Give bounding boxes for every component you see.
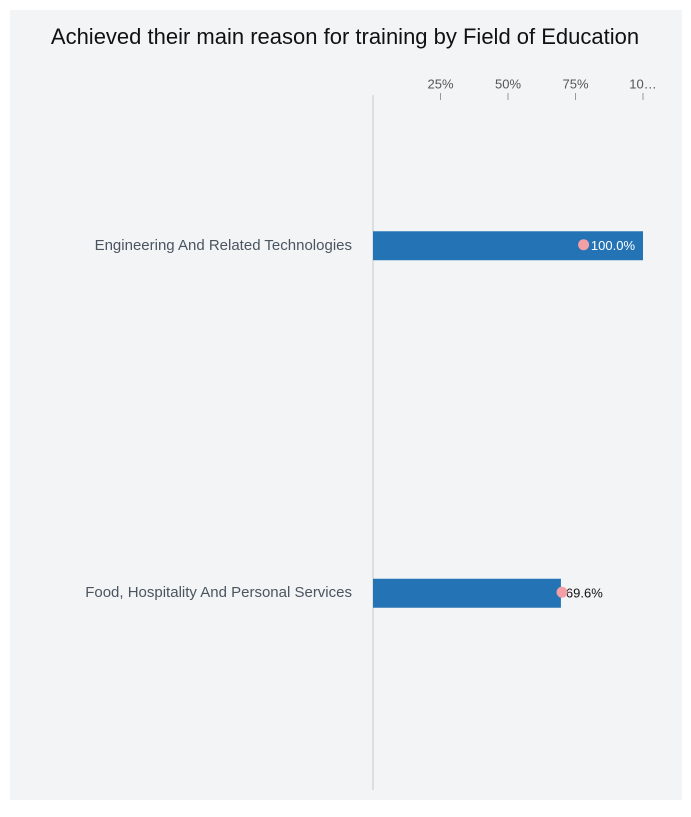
x-tick-label: 10… xyxy=(629,76,656,91)
x-tick-label: 75% xyxy=(562,76,588,91)
value-label: 100.0% xyxy=(591,238,636,253)
marker xyxy=(556,586,568,598)
category-label: Food, Hospitality And Personal Services xyxy=(85,584,352,602)
bar xyxy=(373,578,561,608)
marker xyxy=(578,239,590,251)
x-tick-label: 25% xyxy=(427,76,453,91)
x-tick-label: 50% xyxy=(495,76,521,91)
chart-panel xyxy=(10,10,682,800)
value-label: 69.6% xyxy=(566,586,603,601)
category-label: Engineering And Related Technologies xyxy=(94,236,352,254)
chart-title: Achieved their main reason for training … xyxy=(50,24,640,49)
bar xyxy=(373,231,643,261)
